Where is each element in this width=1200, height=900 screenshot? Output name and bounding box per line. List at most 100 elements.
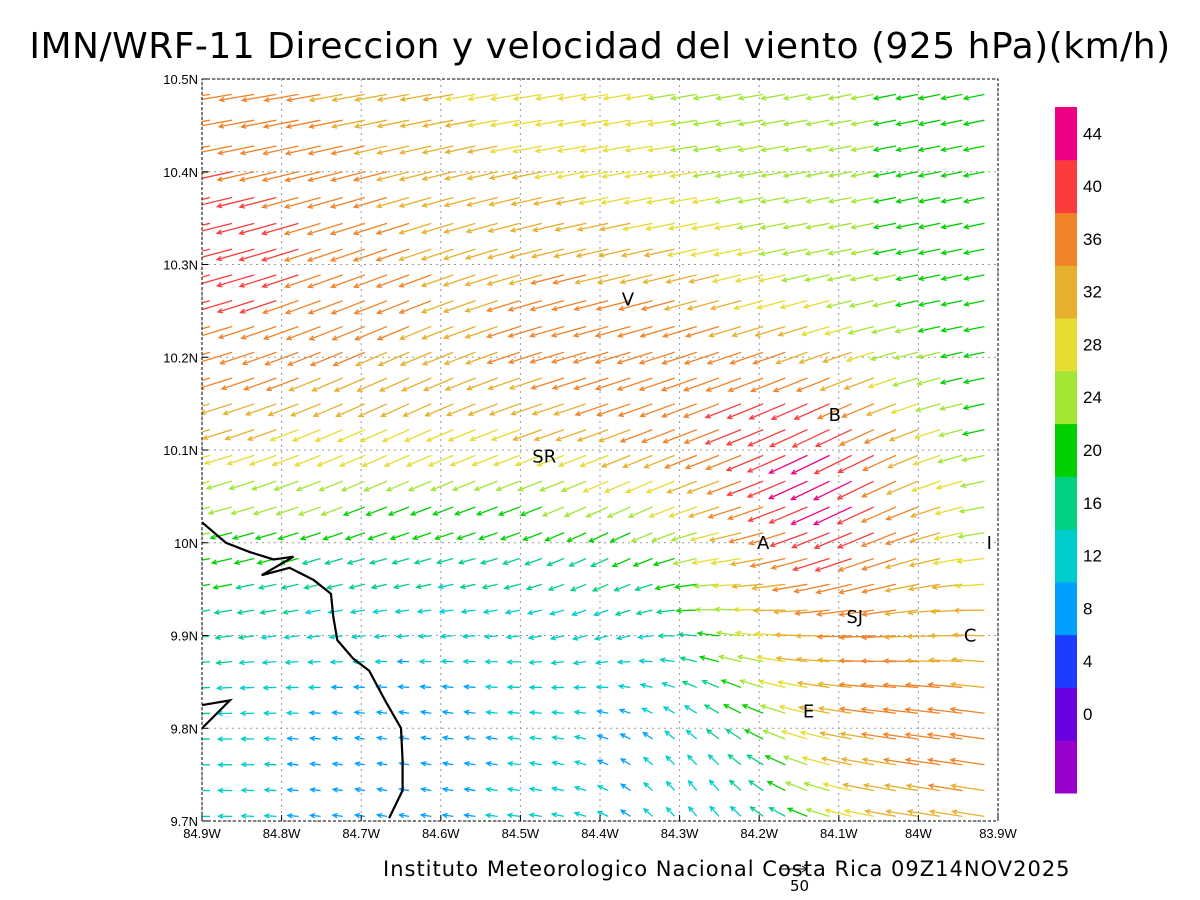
wind-vector-head xyxy=(795,656,803,663)
wind-vector xyxy=(217,325,255,340)
wind-vector xyxy=(657,633,675,639)
wind-vector-head xyxy=(466,175,473,181)
wind-vector-shaft xyxy=(950,733,985,740)
wind-vector xyxy=(212,583,233,590)
wind-vector xyxy=(435,557,454,565)
wind-vector-head xyxy=(460,608,468,615)
wind-vector-shaft xyxy=(576,248,609,257)
wind-vector-shaft xyxy=(806,119,830,126)
wind-vector-head xyxy=(926,757,934,764)
wind-vector-shaft xyxy=(377,711,388,714)
wind-vector-shaft xyxy=(573,661,587,664)
wind-vector xyxy=(283,248,321,262)
wind-vector-shaft xyxy=(464,788,476,792)
colorbar-tick-label: 12 xyxy=(1083,547,1102,566)
wind-vector-head xyxy=(736,224,744,231)
wind-vector-head xyxy=(173,203,178,207)
wind-vector-shaft xyxy=(289,377,321,392)
wind-vector xyxy=(770,557,808,570)
wind-vector-shaft xyxy=(828,222,852,229)
wind-vector-head xyxy=(797,705,805,711)
wind-vector xyxy=(615,634,631,641)
wind-vector-shaft xyxy=(905,708,941,714)
wind-vector-shaft xyxy=(642,732,653,740)
wind-vector xyxy=(705,454,742,471)
wind-vector xyxy=(330,684,343,691)
wind-vector-head xyxy=(373,633,380,640)
wind-vector-head xyxy=(507,306,515,312)
wind-vector-shaft xyxy=(623,222,653,230)
wind-vector-shaft xyxy=(919,248,941,255)
wind-vector-head xyxy=(283,230,291,236)
wind-vector-shaft xyxy=(643,274,675,284)
wind-vector-head xyxy=(485,333,493,339)
wind-vector-head xyxy=(331,787,339,793)
wind-vector xyxy=(477,532,498,541)
wind-vector-head xyxy=(309,361,316,367)
wind-vector xyxy=(940,119,963,127)
wind-vector-head xyxy=(215,659,222,666)
wind-vector-head xyxy=(376,96,384,102)
wind-vector-head xyxy=(906,633,913,640)
wind-vector-shaft xyxy=(692,222,720,230)
wind-vector-head xyxy=(938,405,946,411)
wind-vector xyxy=(373,633,388,640)
wind-vector-shaft xyxy=(687,300,720,310)
wind-vector xyxy=(850,171,874,178)
wind-vector-shaft xyxy=(893,377,919,387)
wind-vector xyxy=(962,274,985,281)
wind-vector-shaft xyxy=(597,403,631,416)
wind-vector xyxy=(872,171,897,178)
wind-vector-head xyxy=(619,278,626,285)
wind-vector-head xyxy=(195,230,200,234)
wind-vector xyxy=(566,532,587,542)
wind-vector-shaft xyxy=(700,656,720,663)
wind-vector xyxy=(791,557,830,572)
wind-vector-shaft xyxy=(727,403,764,419)
wind-vector xyxy=(202,145,211,149)
wind-vector-shaft xyxy=(438,583,454,588)
wind-vector xyxy=(909,506,941,518)
wind-vector-head xyxy=(752,359,759,365)
wind-vector-shaft xyxy=(266,377,299,391)
wind-vector-shaft xyxy=(486,736,498,740)
wind-vector-head xyxy=(895,198,902,204)
wind-vector-shaft xyxy=(667,480,698,494)
wind-vector-shaft xyxy=(806,808,830,817)
wind-vector xyxy=(760,119,786,127)
wind-vector xyxy=(202,609,211,612)
wind-vector-shaft xyxy=(848,325,874,334)
wind-vector xyxy=(686,754,698,766)
wind-vector-shaft xyxy=(353,196,388,208)
wind-vector xyxy=(662,325,697,338)
wind-vector xyxy=(233,557,255,565)
wind-vector-head xyxy=(375,309,383,315)
wind-vector-head xyxy=(240,761,247,768)
wind-vector-head xyxy=(285,710,293,716)
wind-vector xyxy=(349,608,365,615)
wind-vector xyxy=(666,248,697,258)
wind-vector-shaft xyxy=(618,325,653,337)
wind-vector-head xyxy=(191,585,196,589)
wind-vector xyxy=(845,351,875,363)
wind-vector xyxy=(555,428,587,442)
wind-vector xyxy=(737,93,764,101)
wind-vector xyxy=(725,428,764,446)
wind-vector-head xyxy=(782,120,790,127)
wind-vector xyxy=(759,222,786,230)
wind-vector-head xyxy=(533,435,541,442)
wind-vector-head xyxy=(962,172,970,178)
wind-vector-shaft xyxy=(644,248,675,257)
wind-vector-shaft xyxy=(287,351,321,366)
wind-vector-shaft xyxy=(530,351,565,363)
wind-vector xyxy=(827,145,852,153)
wind-vector-head xyxy=(706,359,713,365)
wind-vector xyxy=(507,325,543,338)
wind-vector-shaft xyxy=(891,403,919,414)
wind-vector xyxy=(665,806,676,817)
wind-vector xyxy=(467,93,498,102)
wind-vector-shaft xyxy=(896,300,919,307)
wind-vector-shaft xyxy=(710,532,742,542)
wind-vector-head xyxy=(467,410,474,416)
wind-vector xyxy=(552,403,587,416)
